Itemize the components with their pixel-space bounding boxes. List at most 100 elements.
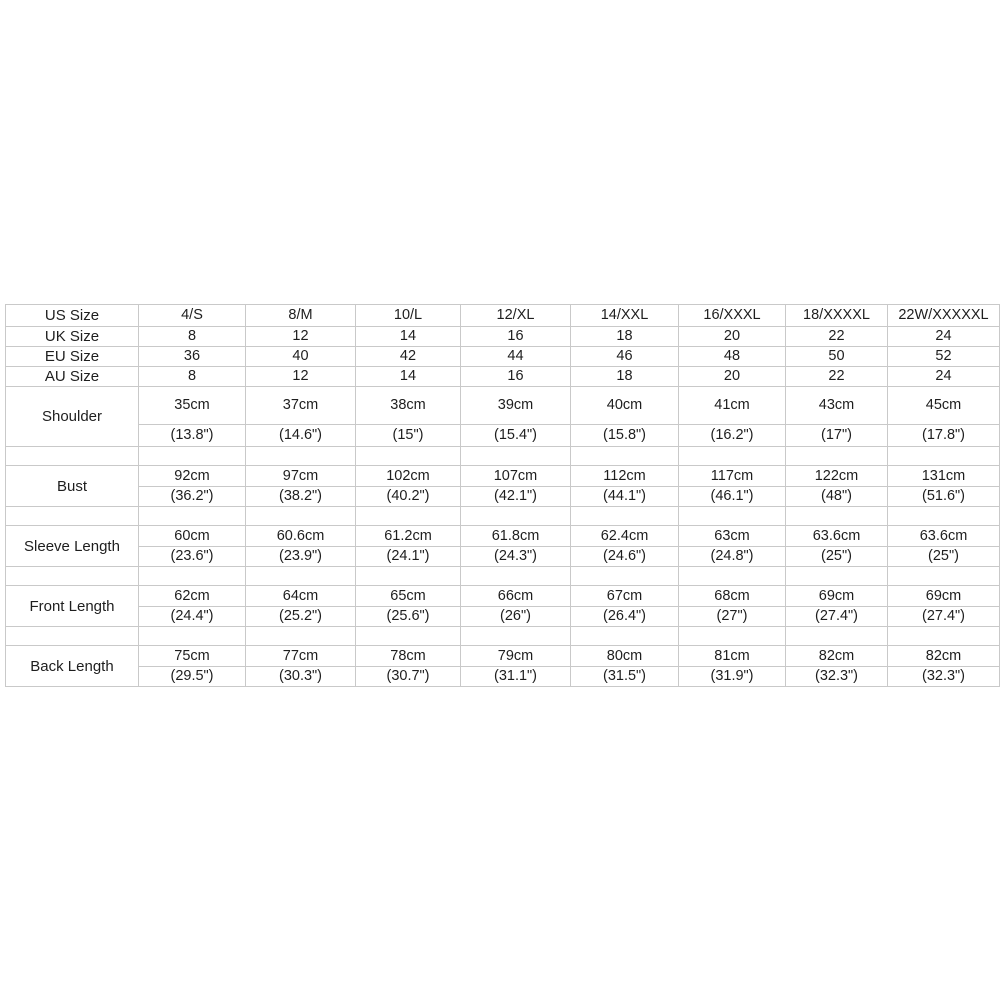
- empty-cell: [138, 626, 246, 646]
- cm-cell: 60cm: [138, 525, 246, 547]
- cm-cell: 61.8cm: [460, 525, 571, 547]
- size-cell: 40: [245, 346, 356, 367]
- inch-cell: (16.2"): [678, 424, 786, 447]
- size-cell: 12: [245, 326, 356, 347]
- cm-cell: 35cm: [138, 386, 246, 425]
- inch-cell: (24.3"): [460, 546, 571, 567]
- cm-cell: 40cm: [570, 386, 679, 425]
- measurement-row-inch: (36.2") (38.2") (40.2") (42.1") (44.1") (46.1…: [6, 486, 1000, 507]
- cm-cell: 102cm: [355, 465, 461, 487]
- size-chart-table: US Size 4/S 8/M 10/L 12/XL 14/XXL 16/XXXL 18/XX…: [5, 304, 1000, 687]
- inch-cell: (29.5"): [138, 666, 246, 687]
- inch-cell: (44.1"): [570, 486, 679, 507]
- cm-cell: 80cm: [570, 645, 679, 667]
- cm-cell: 60.6cm: [245, 525, 356, 547]
- cm-cell: 66cm: [460, 585, 571, 607]
- inch-cell: (26"): [460, 606, 571, 627]
- size-cell: 16: [460, 326, 571, 347]
- row-label: Sleeve Length: [5, 525, 139, 567]
- empty-cell: [460, 506, 571, 526]
- cm-cell: 82cm: [887, 645, 1000, 667]
- empty-cell: [887, 506, 1000, 526]
- inch-cell: (17"): [785, 424, 888, 447]
- empty-cell: [355, 506, 461, 526]
- size-cell: 44: [460, 346, 571, 367]
- cm-cell: 117cm: [678, 465, 786, 487]
- inch-cell: (24.8"): [678, 546, 786, 567]
- cm-cell: 68cm: [678, 585, 786, 607]
- size-row-uk: UK Size 8 12 14 16 18 20 22 24: [5, 326, 1000, 347]
- cm-cell: 62.4cm: [570, 525, 679, 547]
- empty-cell: [138, 506, 246, 526]
- size-cell: 18: [570, 326, 679, 347]
- cm-cell: 43cm: [785, 386, 888, 425]
- inch-cell: (14.6"): [245, 424, 356, 447]
- measurement-row-inch: (24.4") (25.2") (25.6") (26") (26.4") (27") (2…: [6, 606, 1000, 627]
- measurement-row-cm: Shoulder 35cm 37cm 38cm 39cm 40cm 41cm 43cm 45cm: [5, 386, 1000, 447]
- empty-cell: [570, 506, 679, 526]
- size-cell: 8: [138, 366, 246, 387]
- empty-cell: [355, 566, 461, 586]
- empty-cell: [460, 626, 571, 646]
- empty-cell: [887, 626, 1000, 646]
- inch-cell: (15"): [355, 424, 461, 447]
- measurement-row-cm: Front Length 62cm 64cm 65cm 66cm 67cm 68cm 69cm…: [5, 585, 1000, 627]
- cm-cell: 112cm: [570, 465, 679, 487]
- inch-cell: (31.9"): [678, 666, 786, 687]
- measurement-row-cm: Bust 92cm 97cm 102cm 107cm 112cm 117cm 122cm 131…: [5, 465, 1000, 507]
- empty-cell: [138, 566, 246, 586]
- spacer-row: [5, 446, 1000, 466]
- empty-cell: [460, 446, 571, 466]
- cm-cell: 62cm: [138, 585, 246, 607]
- size-row-us: US Size 4/S 8/M 10/L 12/XL 14/XXL 16/XXXL 18/XX…: [5, 304, 1000, 327]
- inch-cell: (32.3"): [785, 666, 888, 687]
- inch-cell: (27"): [678, 606, 786, 627]
- size-cell: 8: [138, 326, 246, 347]
- empty-cell: [785, 626, 888, 646]
- size-cell: 16/XXXL: [678, 304, 786, 327]
- size-cell: 22: [785, 326, 888, 347]
- size-cell: 22W/XXXXXL: [887, 304, 1000, 327]
- cm-cell: 97cm: [245, 465, 356, 487]
- empty-cell: [355, 446, 461, 466]
- size-cell: 8/M: [245, 304, 356, 327]
- size-cell: 10/L: [355, 304, 461, 327]
- inch-cell: (24.4"): [138, 606, 246, 627]
- size-cell: 12/XL: [460, 304, 571, 327]
- empty-cell: [678, 566, 786, 586]
- measurement-row-inch: (29.5") (30.3") (30.7") (31.1") (31.5") (31.9…: [6, 666, 1000, 687]
- cm-cell: 38cm: [355, 386, 461, 425]
- cm-cell: 45cm: [887, 386, 1000, 425]
- size-cell: 14: [355, 366, 461, 387]
- empty-cell: [887, 446, 1000, 466]
- empty-cell: [570, 566, 679, 586]
- inch-cell: (31.5"): [570, 666, 679, 687]
- inch-cell: (42.1"): [460, 486, 571, 507]
- cm-cell: 69cm: [887, 585, 1000, 607]
- cm-cell: 67cm: [570, 585, 679, 607]
- cm-cell: 41cm: [678, 386, 786, 425]
- spacer-row: [5, 506, 1000, 526]
- size-row-au: AU Size 8 12 14 16 18 20 22 24: [5, 366, 1000, 387]
- empty-cell: [245, 566, 356, 586]
- inch-cell: (51.6"): [887, 486, 1000, 507]
- inch-cell: (17.8"): [887, 424, 1000, 447]
- cm-cell: 69cm: [785, 585, 888, 607]
- inch-cell: (23.6"): [138, 546, 246, 567]
- cm-cell: 64cm: [245, 585, 356, 607]
- row-label: EU Size: [5, 346, 139, 367]
- inch-cell: (25"): [887, 546, 1000, 567]
- empty-cell: [678, 626, 786, 646]
- cm-cell: 61.2cm: [355, 525, 461, 547]
- inch-cell: (25"): [785, 546, 888, 567]
- empty-cell: [785, 506, 888, 526]
- size-cell: 20: [678, 326, 786, 347]
- cm-cell: 81cm: [678, 645, 786, 667]
- empty-cell: [245, 446, 356, 466]
- row-label: Shoulder: [5, 386, 139, 447]
- inch-cell: (38.2"): [245, 486, 356, 507]
- cm-cell: 65cm: [355, 585, 461, 607]
- inch-cell: (36.2"): [138, 486, 246, 507]
- cm-cell: 131cm: [887, 465, 1000, 487]
- measurement-row-cm: Sleeve Length 60cm 60.6cm 61.2cm 61.8cm 62.4c…: [5, 525, 1000, 567]
